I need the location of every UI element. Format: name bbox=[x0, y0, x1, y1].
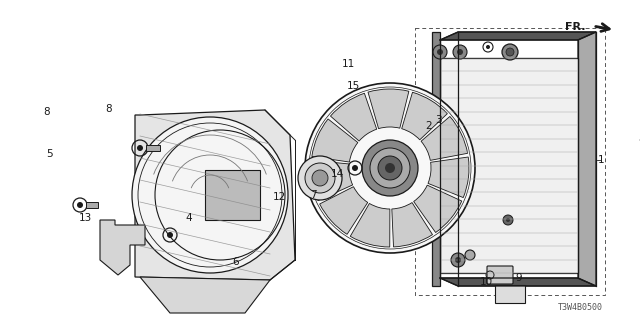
Circle shape bbox=[362, 140, 418, 196]
Circle shape bbox=[433, 45, 447, 59]
Polygon shape bbox=[100, 220, 145, 275]
Wedge shape bbox=[350, 204, 390, 247]
Circle shape bbox=[451, 253, 465, 267]
FancyBboxPatch shape bbox=[146, 145, 160, 151]
Text: 1: 1 bbox=[598, 155, 605, 165]
Circle shape bbox=[77, 202, 83, 208]
Circle shape bbox=[305, 163, 335, 193]
Text: 11: 11 bbox=[342, 59, 355, 69]
Text: 14: 14 bbox=[331, 169, 344, 180]
Text: 2: 2 bbox=[426, 121, 432, 132]
FancyBboxPatch shape bbox=[86, 202, 98, 208]
Circle shape bbox=[453, 45, 467, 59]
Bar bbox=[432, 32, 440, 286]
Wedge shape bbox=[368, 89, 409, 129]
Text: 5: 5 bbox=[47, 148, 53, 159]
Wedge shape bbox=[392, 203, 433, 247]
Bar bbox=[415, 28, 605, 295]
Circle shape bbox=[457, 49, 463, 55]
Text: 8: 8 bbox=[44, 107, 50, 117]
Circle shape bbox=[305, 83, 475, 253]
Text: FR.: FR. bbox=[564, 22, 585, 32]
Wedge shape bbox=[421, 116, 468, 160]
Polygon shape bbox=[135, 110, 295, 280]
FancyBboxPatch shape bbox=[487, 266, 513, 284]
Text: 7: 7 bbox=[310, 190, 317, 200]
Bar bbox=[205, 170, 260, 220]
Text: 3: 3 bbox=[435, 115, 442, 125]
Text: 13: 13 bbox=[79, 212, 92, 223]
FancyBboxPatch shape bbox=[495, 285, 525, 303]
Circle shape bbox=[352, 165, 358, 171]
Text: 12: 12 bbox=[273, 192, 286, 202]
Text: 8: 8 bbox=[106, 104, 112, 114]
Circle shape bbox=[167, 232, 173, 238]
Text: 10: 10 bbox=[480, 276, 493, 287]
Polygon shape bbox=[578, 32, 596, 286]
Text: 9: 9 bbox=[515, 273, 522, 284]
Circle shape bbox=[312, 170, 328, 186]
Circle shape bbox=[370, 148, 410, 188]
Polygon shape bbox=[440, 32, 596, 40]
Wedge shape bbox=[402, 92, 447, 140]
Wedge shape bbox=[330, 93, 377, 141]
Wedge shape bbox=[428, 157, 469, 197]
Circle shape bbox=[437, 49, 443, 55]
Circle shape bbox=[385, 163, 395, 173]
Wedge shape bbox=[413, 185, 461, 233]
Bar bbox=[440, 58, 578, 273]
Circle shape bbox=[502, 44, 518, 60]
Text: 6: 6 bbox=[232, 257, 239, 268]
Polygon shape bbox=[440, 278, 596, 286]
Circle shape bbox=[137, 145, 143, 151]
Circle shape bbox=[506, 218, 510, 222]
Text: 15: 15 bbox=[348, 81, 360, 92]
Circle shape bbox=[506, 48, 514, 56]
Wedge shape bbox=[311, 160, 353, 201]
Circle shape bbox=[298, 156, 342, 200]
Circle shape bbox=[132, 117, 288, 273]
Circle shape bbox=[465, 250, 475, 260]
Text: T3W4B0500: T3W4B0500 bbox=[557, 303, 602, 313]
Wedge shape bbox=[319, 187, 368, 234]
Circle shape bbox=[455, 257, 461, 263]
Wedge shape bbox=[312, 119, 358, 162]
Polygon shape bbox=[140, 277, 270, 313]
Text: 4: 4 bbox=[186, 212, 192, 223]
Circle shape bbox=[486, 45, 490, 49]
Circle shape bbox=[503, 215, 513, 225]
Circle shape bbox=[378, 156, 402, 180]
